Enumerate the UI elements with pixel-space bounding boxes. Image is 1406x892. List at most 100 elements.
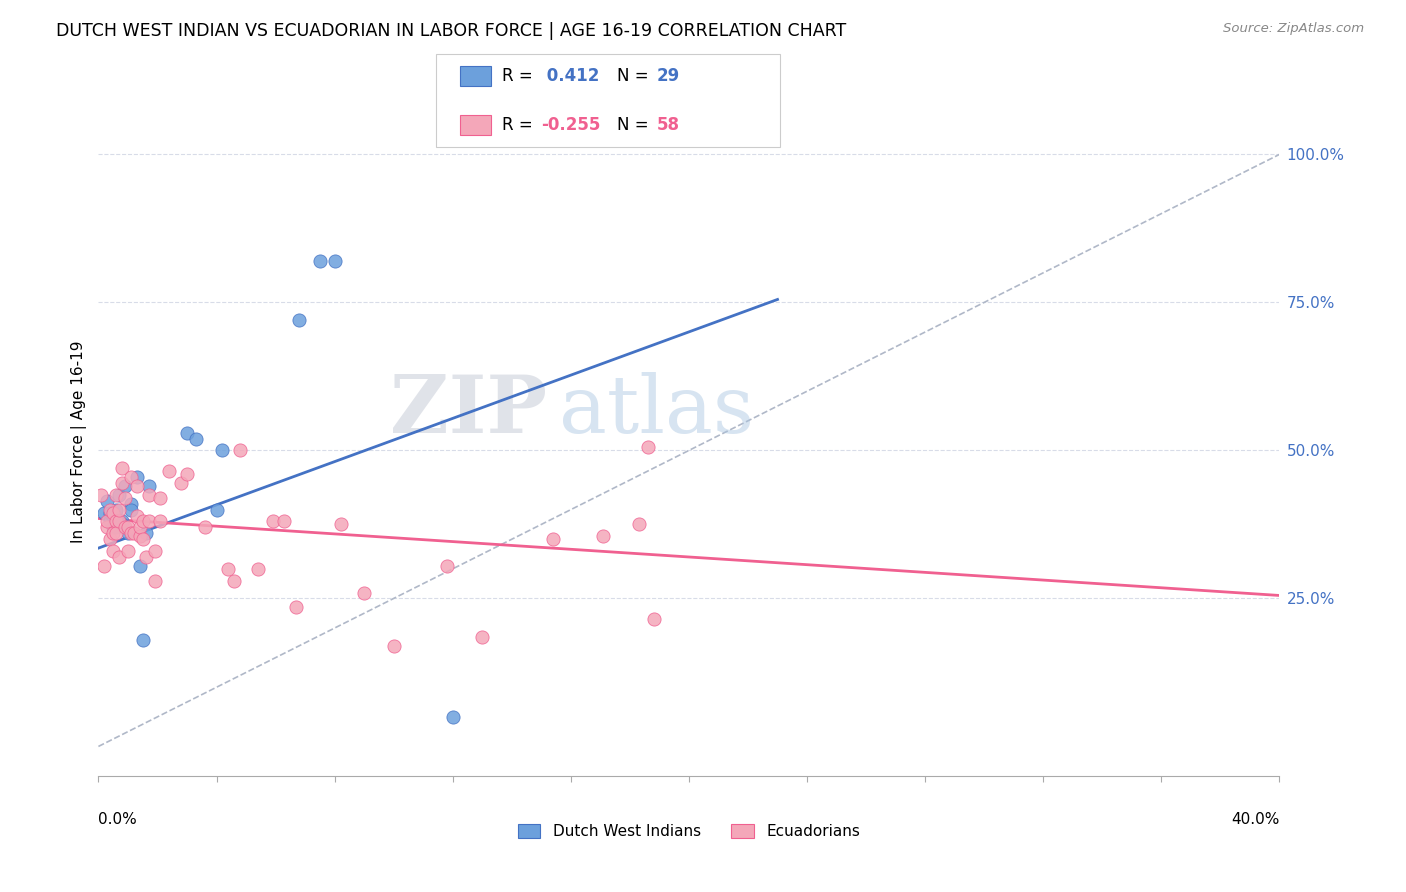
Point [157, 464, 180, 478]
Point [224, 574, 246, 588]
Point [592, 529, 614, 543]
Point [135, 549, 157, 564]
Point [138, 515, 160, 529]
Text: 0.0%: 0.0% [98, 812, 138, 827]
Point [103, 544, 125, 558]
Point [120, 526, 142, 541]
Point [471, 630, 494, 644]
Point [323, 254, 346, 268]
Point [194, 520, 217, 534]
Text: atlas: atlas [560, 373, 754, 450]
Text: -0.255: -0.255 [541, 116, 600, 134]
Point [125, 508, 148, 523]
Point [205, 502, 228, 516]
Point [170, 475, 193, 490]
Point [176, 425, 198, 440]
Text: 40.0%: 40.0% [1232, 812, 1279, 827]
Point [98, 533, 121, 547]
Text: 29: 29 [657, 67, 681, 85]
Point [211, 443, 233, 458]
Y-axis label: In Labor Force | Age 16-19: In Labor Force | Age 16-19 [72, 340, 87, 543]
Text: 0.412: 0.412 [541, 67, 600, 85]
Point [122, 526, 145, 541]
Point [105, 515, 128, 529]
Point [120, 502, 142, 516]
Point [217, 562, 239, 576]
Point [138, 479, 160, 493]
Point [353, 585, 375, 599]
Point [108, 549, 131, 564]
Point [96, 515, 118, 529]
Point [90, 488, 112, 502]
Point [149, 515, 172, 529]
Point [143, 544, 166, 558]
Point [541, 533, 564, 547]
Point [114, 491, 136, 505]
Point [114, 479, 136, 493]
Point [120, 497, 142, 511]
Point [128, 529, 150, 543]
Point [176, 467, 198, 482]
Point [132, 632, 155, 647]
Point [120, 470, 142, 484]
Point [246, 562, 269, 576]
Point [98, 515, 121, 529]
Point [105, 526, 128, 541]
Point [285, 600, 308, 615]
Point [128, 558, 150, 573]
Point [117, 520, 139, 534]
Legend: Dutch West Indians, Ecuadorians: Dutch West Indians, Ecuadorians [512, 818, 866, 846]
Point [125, 479, 148, 493]
Point [288, 313, 311, 327]
Point [138, 488, 160, 502]
Point [128, 520, 150, 534]
Point [637, 441, 659, 455]
Point [98, 506, 121, 520]
Point [103, 526, 125, 541]
Point [184, 432, 207, 446]
Text: 58: 58 [657, 116, 679, 134]
Point [111, 461, 134, 475]
Point [111, 475, 134, 490]
Point [273, 515, 295, 529]
Point [93, 506, 115, 520]
Text: R =: R = [502, 67, 538, 85]
Point [117, 544, 139, 558]
Text: DUTCH WEST INDIAN VS ECUADORIAN IN LABOR FORCE | AGE 16-19 CORRELATION CHART: DUTCH WEST INDIAN VS ECUADORIAN IN LABOR… [56, 22, 846, 40]
Point [627, 517, 650, 532]
Point [103, 506, 125, 520]
Point [143, 574, 166, 588]
Point [132, 533, 155, 547]
Text: R =: R = [502, 116, 538, 134]
Point [262, 515, 284, 529]
Point [309, 254, 332, 268]
Point [103, 508, 125, 523]
Point [108, 515, 131, 529]
Point [114, 520, 136, 534]
Point [125, 470, 148, 484]
Point [329, 517, 352, 532]
Point [98, 502, 121, 516]
Point [132, 515, 155, 529]
Point [111, 517, 134, 532]
Point [93, 558, 115, 573]
Point [108, 502, 131, 516]
Point [229, 443, 252, 458]
Point [105, 520, 128, 534]
Point [108, 488, 131, 502]
Point [108, 517, 131, 532]
Point [441, 710, 464, 724]
Point [103, 520, 125, 534]
Text: ZIP: ZIP [391, 373, 547, 450]
Point [105, 502, 128, 516]
Point [382, 639, 405, 653]
Text: N =: N = [617, 67, 654, 85]
Point [96, 520, 118, 534]
Text: Source: ZipAtlas.com: Source: ZipAtlas.com [1223, 22, 1364, 36]
Point [135, 526, 157, 541]
Point [149, 491, 172, 505]
Point [643, 612, 665, 626]
Point [111, 515, 134, 529]
Point [436, 558, 458, 573]
Point [105, 488, 128, 502]
